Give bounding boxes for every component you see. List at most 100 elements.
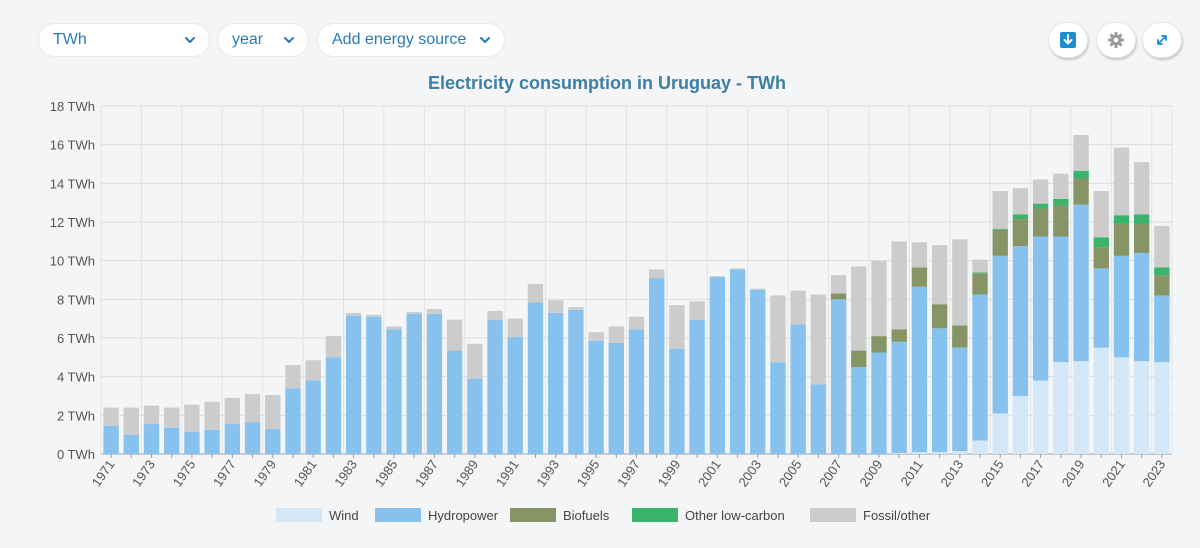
bar-segment[interactable] <box>1093 247 1109 269</box>
bar-segment[interactable] <box>911 452 928 454</box>
bar-segment[interactable] <box>1032 208 1049 237</box>
bar-segment[interactable] <box>1113 223 1130 256</box>
bar-segment[interactable] <box>709 277 726 454</box>
bar-segment[interactable] <box>426 313 443 454</box>
bar-segment[interactable] <box>184 431 200 454</box>
bar-segment[interactable] <box>1053 236 1069 363</box>
bar-segment[interactable] <box>972 272 988 274</box>
bar-segment[interactable] <box>588 340 604 454</box>
bar-segment[interactable] <box>1113 215 1130 224</box>
bar-segment[interactable] <box>184 404 200 432</box>
bar-segment[interactable] <box>143 424 160 454</box>
bar-segment[interactable] <box>931 245 948 305</box>
bar-segment[interactable] <box>244 394 261 423</box>
bar-segment[interactable] <box>952 325 968 348</box>
bar-segment[interactable] <box>628 316 645 330</box>
bar-segment[interactable] <box>1073 204 1089 362</box>
bar-segment[interactable] <box>1134 162 1150 215</box>
bar-segment[interactable] <box>911 267 928 287</box>
bar-segment[interactable] <box>992 413 1008 454</box>
bar-segment[interactable] <box>1073 178 1089 205</box>
bar-segment[interactable] <box>1134 361 1150 454</box>
bar-segment[interactable] <box>790 290 806 325</box>
bar-segment[interactable] <box>345 315 362 454</box>
bar-segment[interactable] <box>911 286 928 453</box>
bar-segment[interactable] <box>1073 361 1089 454</box>
legend-item[interactable]: Biofuels <box>510 508 610 523</box>
bar-segment[interactable] <box>487 310 503 320</box>
bar-segment[interactable] <box>204 401 220 430</box>
add-energy-source-button[interactable]: Add energy source <box>317 23 505 57</box>
bar-segment[interactable] <box>285 365 301 389</box>
bar-segment[interactable] <box>992 228 1008 230</box>
legend-item[interactable]: Fossil/other <box>810 508 931 523</box>
bar-segment[interactable] <box>204 429 220 454</box>
bar-segment[interactable] <box>1053 198 1069 206</box>
bar-segment[interactable] <box>1053 362 1069 454</box>
bar-segment[interactable] <box>527 302 544 454</box>
bar-segment[interactable] <box>608 326 624 343</box>
bar-segment[interactable] <box>164 407 180 428</box>
bar-segment[interactable] <box>871 352 887 455</box>
bar-segment[interactable] <box>366 316 382 454</box>
bar-segment[interactable] <box>972 294 988 441</box>
bar-segment[interactable] <box>1154 225 1170 268</box>
bar-segment[interactable] <box>547 300 564 313</box>
bar-segment[interactable] <box>972 273 988 295</box>
bar-segment[interactable] <box>1154 275 1170 296</box>
bar-segment[interactable] <box>123 434 139 454</box>
bar-segment[interactable] <box>164 427 180 454</box>
bar-segment[interactable] <box>1134 214 1150 224</box>
bar-segment[interactable] <box>244 422 261 454</box>
bar-segment[interactable] <box>446 319 463 351</box>
bar-segment[interactable] <box>1012 246 1029 396</box>
bar-segment[interactable] <box>507 337 523 454</box>
bar-segment[interactable] <box>406 313 422 454</box>
bar-segment[interactable] <box>931 328 948 453</box>
bar-segment[interactable] <box>891 241 907 330</box>
bar-segment[interactable] <box>689 301 705 320</box>
bar-segment[interactable] <box>1012 214 1029 220</box>
bar-segment[interactable] <box>830 299 847 454</box>
legend-item[interactable]: Hydropower <box>375 508 499 523</box>
bar-segment[interactable] <box>750 289 766 454</box>
bar-segment[interactable] <box>1053 173 1069 199</box>
bar-segment[interactable] <box>952 347 968 452</box>
bar-segment[interactable] <box>265 395 281 429</box>
bar-segment[interactable] <box>891 329 907 342</box>
bar-segment[interactable] <box>386 329 402 454</box>
bar-segment[interactable] <box>426 309 443 314</box>
bar-segment[interactable] <box>325 357 342 454</box>
bar-segment[interactable] <box>1073 135 1089 171</box>
bar-segment[interactable] <box>871 260 887 337</box>
bar-segment[interactable] <box>851 350 867 367</box>
bar-segment[interactable] <box>305 360 321 381</box>
bar-segment[interactable] <box>1032 236 1049 381</box>
bar-segment[interactable] <box>1053 205 1069 237</box>
bar-segment[interactable] <box>628 329 645 454</box>
bar-segment[interactable] <box>709 276 726 278</box>
bar-segment[interactable] <box>689 319 705 454</box>
bar-segment[interactable] <box>992 191 1008 229</box>
bar-segment[interactable] <box>1093 347 1109 454</box>
bar-segment[interactable] <box>669 348 685 454</box>
bar-segment[interactable] <box>790 324 806 454</box>
bar-segment[interactable] <box>1032 380 1049 454</box>
bar-segment[interactable] <box>507 318 523 338</box>
bar-segment[interactable] <box>1032 179 1049 204</box>
bar-segment[interactable] <box>547 312 564 454</box>
bar-segment[interactable] <box>992 255 1008 414</box>
legend-item[interactable]: Other low-carbon <box>632 508 785 523</box>
bar-segment[interactable] <box>669 305 685 349</box>
bar-segment[interactable] <box>1093 191 1109 238</box>
fullscreen-button[interactable] <box>1142 22 1182 58</box>
bar-segment[interactable] <box>406 311 422 314</box>
bar-segment[interactable] <box>851 367 867 454</box>
bar-segment[interactable] <box>1012 188 1029 215</box>
legend-item[interactable]: Wind <box>276 508 359 523</box>
bar-segment[interactable] <box>285 388 301 454</box>
bar-segment[interactable] <box>103 425 119 454</box>
bar-segment[interactable] <box>649 269 665 279</box>
bar-segment[interactable] <box>1134 252 1150 362</box>
bar-segment[interactable] <box>1154 362 1170 454</box>
